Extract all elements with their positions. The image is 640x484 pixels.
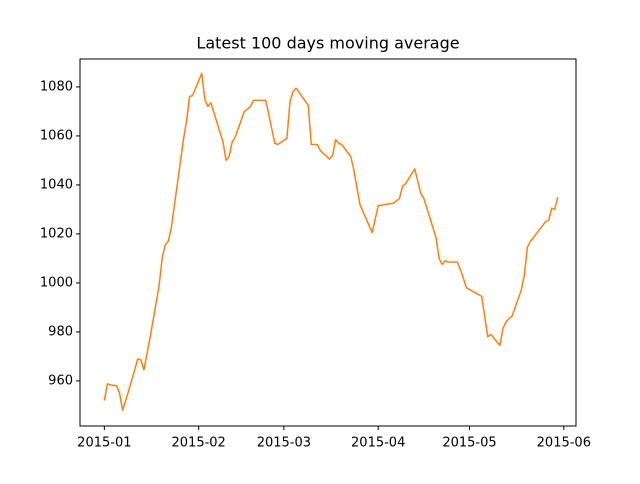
x-tick-label: 2015-06 bbox=[537, 436, 591, 451]
x-tick-label: 2015-05 bbox=[442, 436, 496, 451]
plot-frame bbox=[79, 58, 577, 427]
y-tick-label: 1040 bbox=[40, 177, 73, 192]
chart-title: Latest 100 days moving average bbox=[196, 34, 459, 53]
y-tick-label: 1080 bbox=[40, 79, 73, 94]
y-tick-label: 980 bbox=[48, 324, 73, 339]
line bbox=[103, 72, 559, 412]
y-tick-label: 1060 bbox=[40, 128, 73, 143]
x-tick-label: 2015-01 bbox=[77, 436, 131, 451]
x-tick-label: 2015-04 bbox=[351, 436, 405, 451]
y-tick-label: 1000 bbox=[40, 275, 73, 290]
y-tick-label: 960 bbox=[48, 373, 73, 388]
x-tick-label: 2015-03 bbox=[257, 436, 311, 451]
x-tick-label: 2015-02 bbox=[172, 436, 226, 451]
y-tick-label: 1020 bbox=[40, 226, 73, 241]
